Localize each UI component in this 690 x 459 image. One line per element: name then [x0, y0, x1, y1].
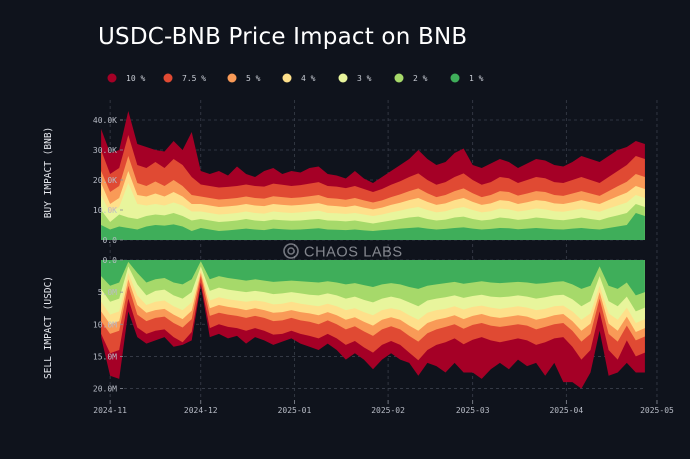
x-tick-label: 2025-01	[278, 406, 312, 415]
y-tick-label: 0.0	[103, 256, 118, 265]
legend-swatch	[450, 73, 460, 83]
y-tick-label: 40.0K	[93, 116, 117, 125]
area-series-1pct	[101, 260, 645, 296]
watermark: CHAOS LABS	[283, 243, 403, 261]
legend-swatch	[107, 73, 117, 83]
legend-swatch	[338, 73, 348, 83]
chaos-logo-icon	[283, 243, 299, 259]
y-tick-label: 15.0M	[93, 352, 117, 361]
legend-label: 1 %	[469, 74, 484, 83]
y-tick-label: 30.0K	[93, 146, 117, 155]
sell-y-axis-label: SELL IMPACT (USDC)	[43, 276, 54, 379]
y-tick-label: 10.0M	[93, 320, 117, 329]
legend-swatch	[282, 73, 292, 83]
buy-y-axis-label: BUY IMPACT (BNB)	[43, 127, 54, 219]
y-tick-label: 10.0K	[93, 206, 117, 215]
legend-label: 2 %	[413, 74, 428, 83]
legend-label: 3 %	[357, 74, 372, 83]
y-tick-label: 0.0	[103, 236, 118, 245]
legend-swatch	[227, 73, 237, 83]
x-tick-label: 2024-12	[184, 406, 218, 415]
legend-label: 7.5 %	[182, 74, 206, 83]
axes: 0.0 10.0K 20.0K 30.0K 40.0K 0.0 5.0M 10.0M 15.0M…	[43, 116, 674, 415]
chaos-logo-inner-icon	[287, 247, 295, 255]
y-tick-label: 20.0M	[93, 385, 117, 394]
sell-impact-areas	[101, 260, 645, 389]
legend-label: 5 %	[246, 74, 261, 83]
legend: 10 % 7.5 % 5 % 4 % 3 % 2 % 1 %	[107, 73, 484, 83]
area-series-1pct	[101, 213, 645, 240]
x-tick-label: 2025-05	[640, 406, 674, 415]
y-tick-label: 5.0M	[98, 288, 117, 297]
watermark-text: CHAOS LABS	[304, 245, 403, 261]
legend-label: 10 %	[126, 74, 145, 83]
chart-title: USDC-BNB Price Impact on BNB	[98, 24, 468, 50]
y-tick-label: 20.0K	[93, 176, 117, 185]
x-tick-label: 2025-04	[549, 406, 583, 415]
x-tick-label: 2025-03	[456, 406, 490, 415]
x-tick-label: 2024-11	[93, 406, 127, 415]
buy-impact-areas	[101, 111, 645, 240]
legend-swatch	[394, 73, 404, 83]
x-tick-label: 2025-02	[371, 406, 405, 415]
legend-swatch	[163, 73, 173, 83]
legend-label: 4 %	[301, 74, 316, 83]
